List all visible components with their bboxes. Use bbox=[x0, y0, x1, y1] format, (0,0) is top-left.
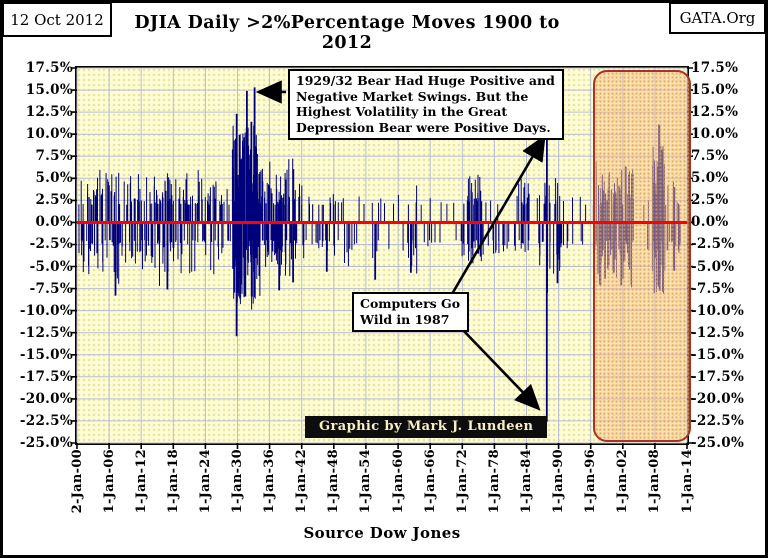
x-axis-label: 1-Jan-42 bbox=[294, 449, 309, 514]
annotation-line: Negative Market Swings. But the bbox=[296, 88, 529, 104]
y-axis-label-left: -22.5% bbox=[19, 413, 73, 429]
annotation-line: Highest Volatility in the Great bbox=[296, 104, 508, 119]
x-axis-label: 1-Jan-66 bbox=[423, 449, 438, 514]
x-axis-title: Source Dow Jones bbox=[303, 524, 461, 542]
daily-move-bars bbox=[78, 125, 681, 310]
x-axis-label: 1-Jan-14 bbox=[680, 449, 695, 514]
computers-1987-annotation: Computers Go Wild in 1987 bbox=[352, 292, 470, 332]
y-axis-label-right: -10.0% bbox=[691, 303, 745, 319]
y-axis-label-left: 7.5% bbox=[35, 148, 73, 164]
y-axis-label-right: -5.0% bbox=[691, 259, 735, 275]
annotation-line: 1929/32 Bear Had Huge Positive and bbox=[296, 73, 555, 88]
y-axis-label-right: -20.0% bbox=[691, 391, 745, 407]
y-axis-label-left: 10.0% bbox=[25, 126, 73, 142]
y-axis-label-left: 15.0% bbox=[25, 82, 73, 98]
x-axis-label: 1-Jan-54 bbox=[358, 449, 373, 514]
y-axis-label-left: 2.5% bbox=[35, 192, 73, 208]
y-axis-label-left: 17.5% bbox=[25, 60, 73, 76]
y-axis-label-left: -17.5% bbox=[19, 369, 73, 385]
y-axis-label-right: -17.5% bbox=[691, 369, 745, 385]
y-axis-label-right: -15.0% bbox=[691, 347, 745, 363]
x-axis-label: 1-Jan-18 bbox=[166, 449, 181, 514]
y-axis-label-right: 0.0% bbox=[691, 214, 729, 230]
y-axis-label-right: -22.5% bbox=[691, 413, 745, 429]
y-axis-label-right: -7.5% bbox=[691, 281, 735, 297]
org-box: GATA.Org bbox=[669, 2, 766, 34]
x-axis-label: 1-Jan-24 bbox=[198, 449, 213, 514]
y-axis-label-left: -12.5% bbox=[19, 325, 73, 341]
y-axis-label-left: 12.5% bbox=[25, 104, 73, 120]
x-axis-label: 2-Jan-00 bbox=[70, 449, 85, 514]
y-axis-label-left: -10.0% bbox=[19, 303, 73, 319]
org-text: GATA.Org bbox=[679, 9, 756, 27]
y-axis-label-right: 15.0% bbox=[691, 82, 739, 98]
x-axis-label: 1-Jan-12 bbox=[134, 449, 149, 514]
x-axis-label: 1-Jan-06 bbox=[102, 449, 117, 514]
y-axis-label-left: -25.0% bbox=[19, 435, 73, 451]
y-axis-label-left: -2.5% bbox=[29, 236, 73, 252]
y-axis-label-left: -7.5% bbox=[29, 281, 73, 297]
annotation-line: Depression Bear were Positive Days. bbox=[296, 119, 551, 135]
annotation-line: Computers Go bbox=[360, 296, 461, 311]
y-axis-label-right: 2.5% bbox=[691, 192, 729, 208]
x-axis-label: 1-Jan-36 bbox=[262, 449, 277, 514]
y-axis-label-right: 7.5% bbox=[691, 148, 729, 164]
x-axis-label: 1-Jan-60 bbox=[391, 449, 406, 514]
recent-era-highlight-region bbox=[593, 70, 691, 442]
y-axis-label-left: -15.0% bbox=[19, 347, 73, 363]
y-axis-label-right: 12.5% bbox=[691, 104, 739, 120]
y-axis-label-right: 5.0% bbox=[691, 170, 729, 186]
x-axis-label: 1-Jan-84 bbox=[519, 449, 534, 514]
x-axis-label: 1-Jan-90 bbox=[551, 449, 566, 514]
y-axis-label-right: 10.0% bbox=[691, 126, 739, 142]
x-axis-label: 1-Jan-30 bbox=[230, 449, 245, 514]
x-axis-label: 1-Jan-48 bbox=[326, 449, 341, 514]
x-axis-label: 1-Jan-96 bbox=[583, 449, 598, 514]
x-axis-label: 1-Jan-08 bbox=[647, 449, 662, 514]
y-axis-label-right: -25.0% bbox=[691, 435, 745, 451]
chart-title: DJIA Daily >2%Percentage Moves 1900 to 2… bbox=[134, 13, 560, 53]
y-axis-label-left: -5.0% bbox=[29, 259, 73, 275]
x-axis-label: 1-Jan-78 bbox=[487, 449, 502, 514]
x-axis-label: 1-Jan-72 bbox=[455, 449, 470, 514]
credit-box: Graphic by Mark J. Lundeen bbox=[305, 416, 548, 438]
annotation-line: Wild in 1987 bbox=[360, 311, 450, 327]
y-axis-label-left: 0.0% bbox=[35, 214, 73, 230]
date-text: 12 Oct 2012 bbox=[10, 10, 104, 29]
y-axis-label-right: -2.5% bbox=[691, 236, 735, 252]
bear-market-annotation: 1929/32 Bear Had Huge Positive and Negat… bbox=[288, 69, 564, 140]
zero-percent-line bbox=[77, 221, 687, 224]
date-box: 12 Oct 2012 bbox=[2, 2, 112, 37]
x-axis-label: 1-Jan-02 bbox=[615, 449, 630, 514]
y-axis-label-left: 5.0% bbox=[35, 170, 73, 186]
y-axis-label-left: -20.0% bbox=[19, 391, 73, 407]
y-axis-label-right: 17.5% bbox=[691, 60, 739, 76]
y-axis-label-right: -12.5% bbox=[691, 325, 745, 341]
